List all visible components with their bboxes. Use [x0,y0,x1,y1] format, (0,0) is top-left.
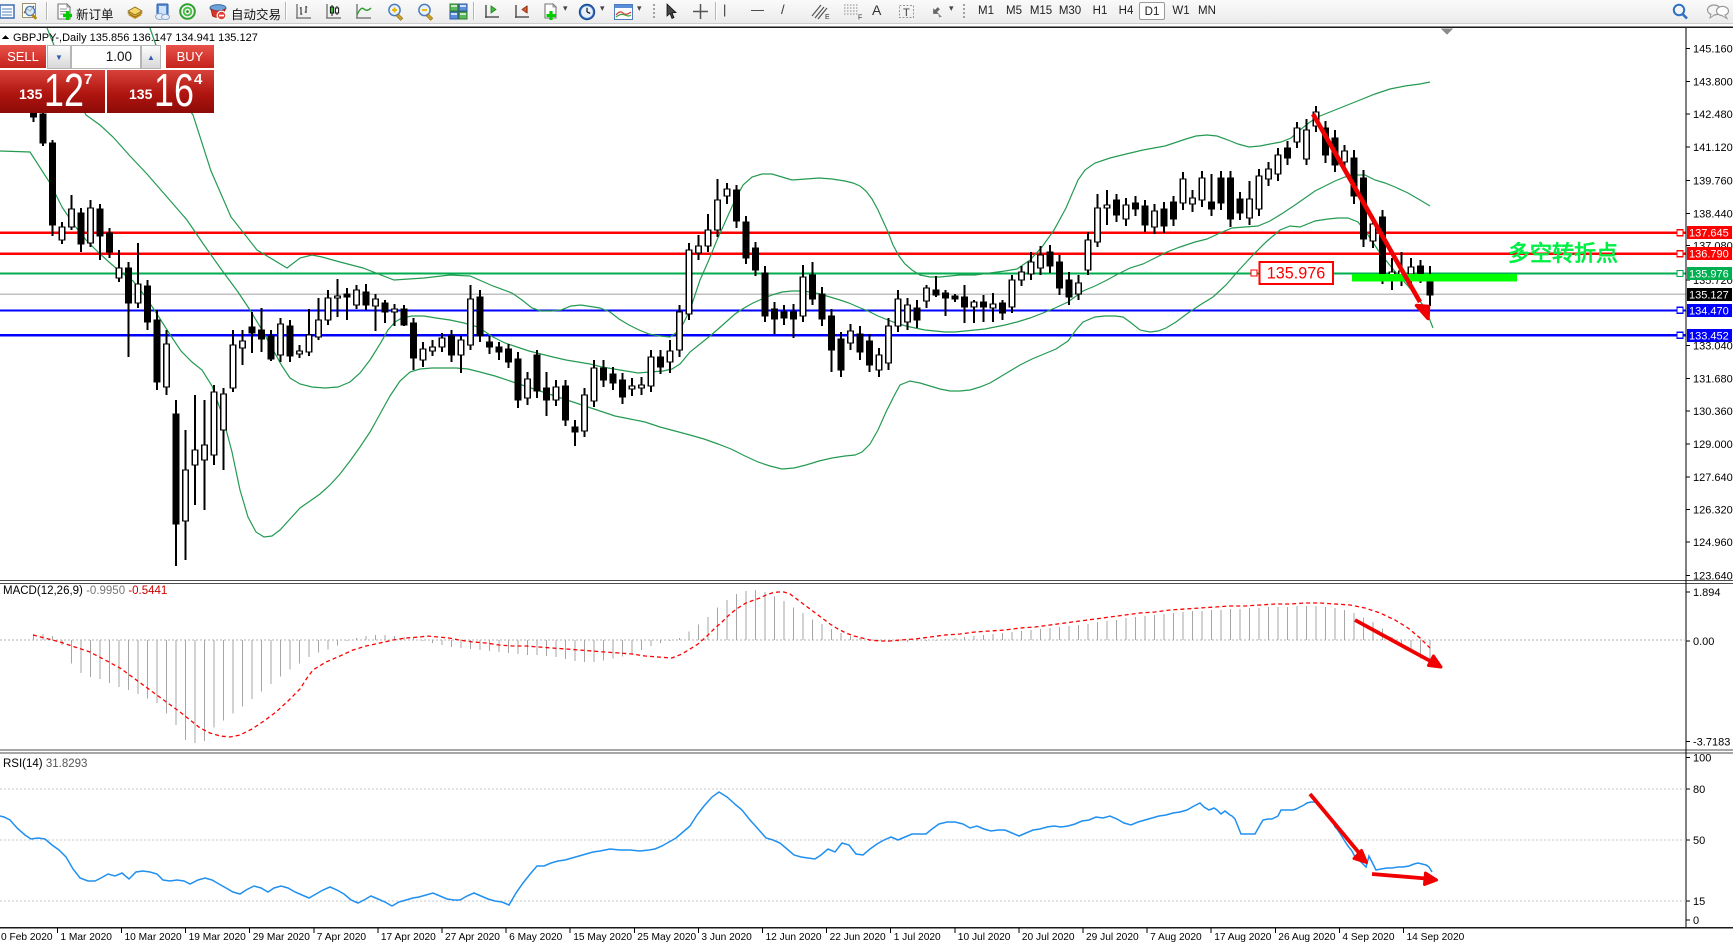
svg-text:1.894: 1.894 [1693,587,1721,599]
svg-text:T: T [903,7,910,19]
svg-text:130.360: 130.360 [1693,406,1733,418]
svg-text:135.976: 135.976 [1689,269,1729,281]
svg-text:MACD(12,26,9) -0.9950 -0.5441: MACD(12,26,9) -0.9950 -0.5441 [3,585,167,597]
svg-text:50: 50 [1693,835,1705,847]
svg-text:141.120: 141.120 [1693,142,1733,154]
svg-text:17 Apr 2020: 17 Apr 2020 [381,932,436,943]
svg-text:12 Jun 2020: 12 Jun 2020 [766,932,822,943]
svg-text:15: 15 [1693,896,1705,908]
svg-text:RSI(14) 31.8293: RSI(14) 31.8293 [3,758,87,770]
svg-text:0 Feb 2020: 0 Feb 2020 [1,932,53,943]
svg-text:22 Jun 2020: 22 Jun 2020 [830,932,886,943]
svg-text:1 Jul 2020: 1 Jul 2020 [894,932,941,943]
svg-text:GBPJPY-,Daily 135.856 136.147: GBPJPY-,Daily 135.856 136.147 134.941 13… [13,32,258,44]
svg-text:25 May 2020: 25 May 2020 [637,932,696,943]
svg-text:6 May 2020: 6 May 2020 [509,932,563,943]
svg-text:15 May 2020: 15 May 2020 [573,932,632,943]
svg-text:138.440: 138.440 [1693,209,1733,221]
svg-text:0.00: 0.00 [1693,636,1714,648]
svg-text:142.480: 142.480 [1693,109,1733,121]
svg-text:136.790: 136.790 [1689,249,1729,261]
svg-text:145.160: 145.160 [1693,44,1733,56]
svg-text:124.960: 124.960 [1693,537,1733,549]
svg-text:29 Jul 2020: 29 Jul 2020 [1086,932,1139,943]
svg-text:7 Aug 2020: 7 Aug 2020 [1150,932,1202,943]
svg-text:E: E [825,14,830,20]
svg-text:7 Apr 2020: 7 Apr 2020 [317,932,367,943]
svg-text:10 Jul 2020: 10 Jul 2020 [958,932,1011,943]
svg-text:143.800: 143.800 [1693,77,1733,89]
svg-text:0: 0 [1693,915,1699,927]
svg-text:135.127: 135.127 [1689,289,1729,301]
svg-text:139.760: 139.760 [1693,176,1733,188]
svg-text:17 Aug 2020: 17 Aug 2020 [1214,932,1272,943]
svg-text:4 Sep 2020: 4 Sep 2020 [1342,932,1394,943]
svg-text:10 Mar 2020: 10 Mar 2020 [125,932,183,943]
svg-text:134.470: 134.470 [1689,305,1729,317]
svg-text:多空转折点: 多空转折点 [1508,241,1618,266]
svg-text:127.640: 127.640 [1693,472,1733,484]
svg-text:133.040: 133.040 [1693,341,1733,353]
svg-text:131.680: 131.680 [1693,374,1733,386]
svg-text:137.645: 137.645 [1689,228,1729,240]
svg-text:3 Jun 2020: 3 Jun 2020 [701,932,752,943]
svg-text:135.976: 135.976 [1267,265,1326,283]
svg-text:29 Mar 2020: 29 Mar 2020 [253,932,311,943]
svg-text:20 Jul 2020: 20 Jul 2020 [1022,932,1075,943]
svg-text:26 Aug 2020: 26 Aug 2020 [1278,932,1336,943]
svg-text:-3.7183: -3.7183 [1693,737,1730,749]
svg-text:123.640: 123.640 [1693,571,1733,583]
svg-text:133.452: 133.452 [1689,330,1729,342]
svg-text:14 Sep 2020: 14 Sep 2020 [1407,932,1465,943]
svg-text:129.000: 129.000 [1693,439,1733,451]
svg-text:19 Mar 2020: 19 Mar 2020 [189,932,247,943]
svg-text:1 Mar 2020: 1 Mar 2020 [60,932,112,943]
svg-text:27 Apr 2020: 27 Apr 2020 [445,932,500,943]
svg-text:80: 80 [1693,784,1705,796]
svg-text:126.320: 126.320 [1693,505,1733,517]
svg-text:F: F [858,15,862,21]
svg-text:100: 100 [1693,752,1711,764]
